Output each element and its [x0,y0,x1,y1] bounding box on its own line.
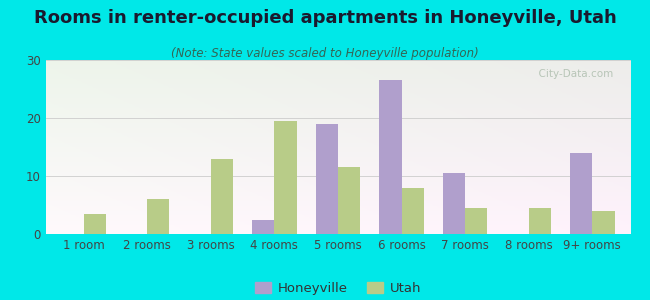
Text: City-Data.com: City-Data.com [532,69,613,79]
Text: Rooms in renter-occupied apartments in Honeyville, Utah: Rooms in renter-occupied apartments in H… [34,9,616,27]
Bar [274,121,296,234]
Bar [84,214,106,234]
Bar [570,153,592,234]
Bar [316,124,338,234]
Bar [380,80,402,234]
Bar [211,159,233,234]
Bar [402,188,424,234]
Bar [528,208,551,234]
Legend: Honeyville, Utah: Honeyville, Utah [250,277,426,300]
Bar [465,208,488,234]
Bar [338,167,360,234]
Bar [148,199,170,234]
Text: (Note: State values scaled to Honeyville population): (Note: State values scaled to Honeyville… [171,46,479,59]
Bar [592,211,615,234]
Bar [252,220,274,234]
Bar [443,173,465,234]
